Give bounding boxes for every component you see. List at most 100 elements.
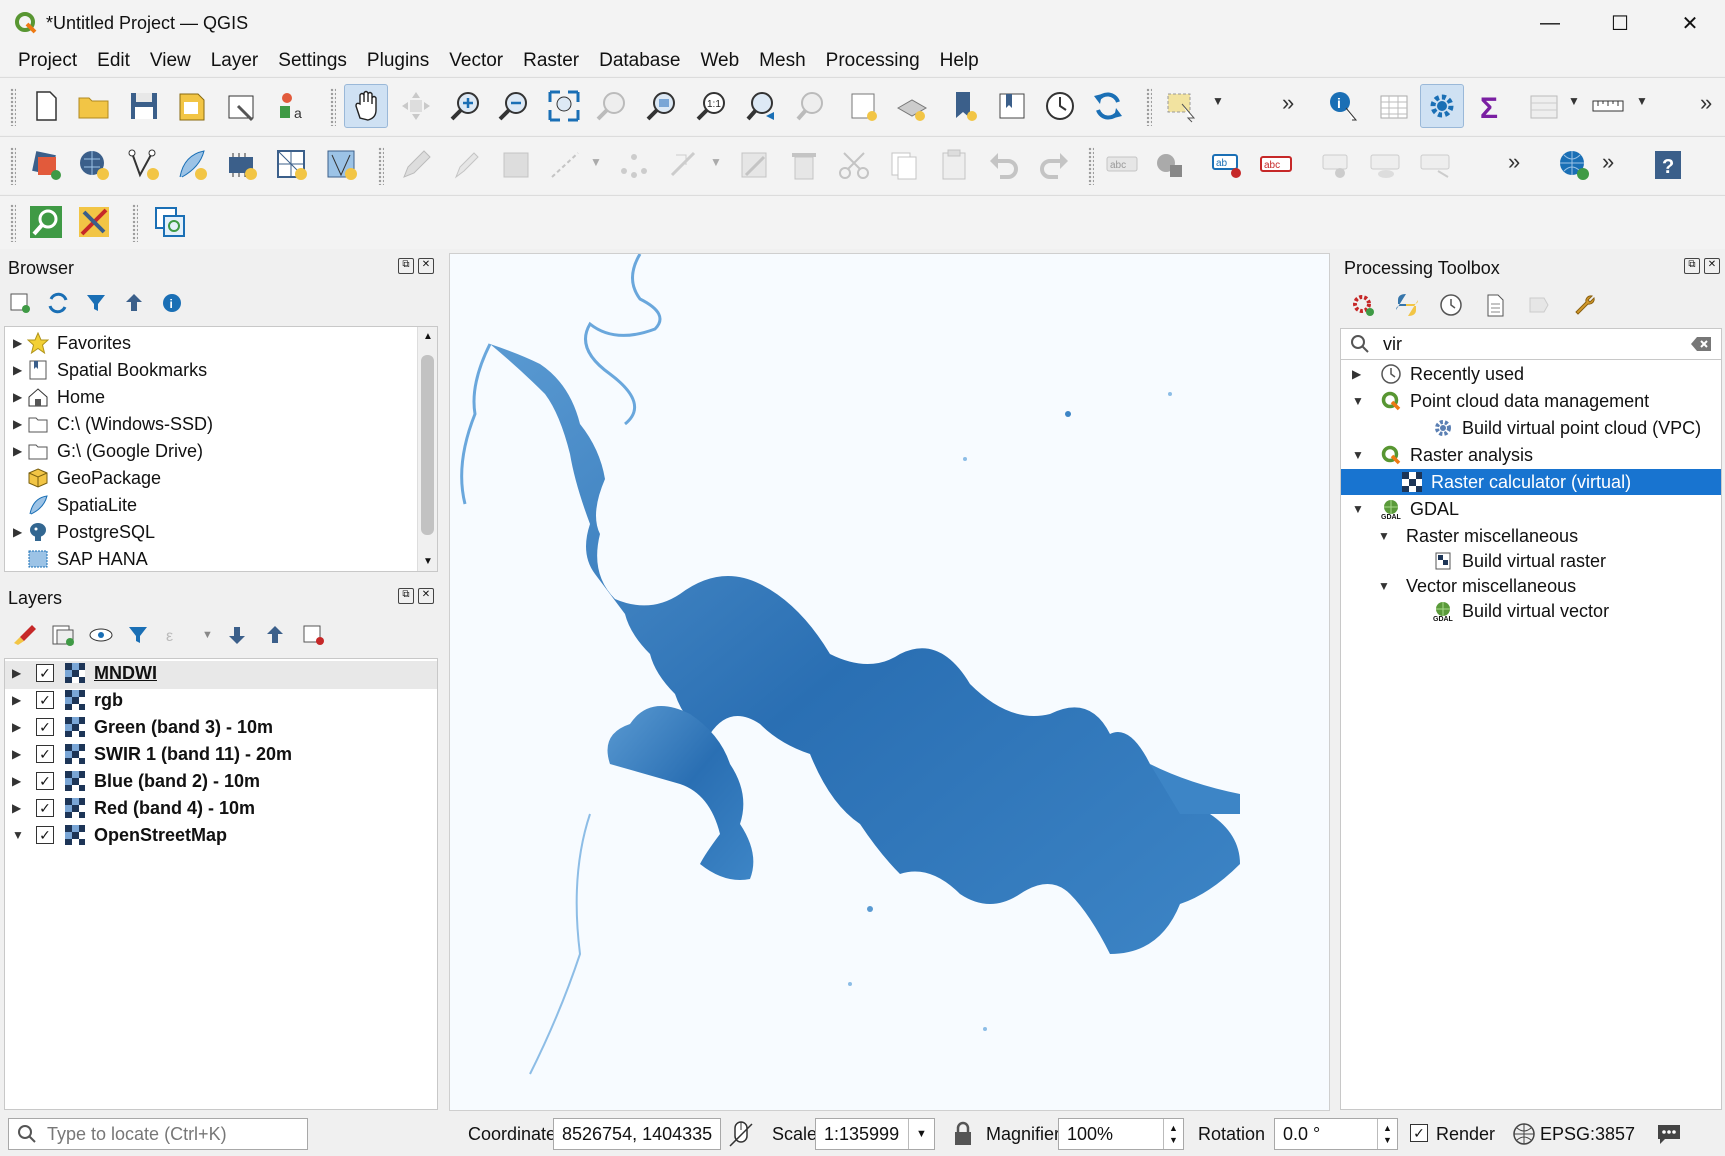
expand-arrow-icon[interactable]: ▶	[12, 747, 22, 761]
menu-plugins[interactable]: Plugins	[366, 50, 430, 71]
toolbox-search-box[interactable]: vir	[1340, 328, 1722, 360]
browser-item-postgresql[interactable]: ▶ PostgreSQL	[13, 521, 156, 542]
layer-labeling-button[interactable]: abc	[1100, 143, 1144, 187]
close-panel-icon[interactable]: ✕	[418, 588, 434, 604]
move-label-button[interactable]	[1414, 143, 1458, 187]
layer-row[interactable]: ▶ ✓ SWIR 1 (band 11) - 20m	[12, 741, 292, 767]
collapse-arrow-icon[interactable]: ▼	[1378, 529, 1390, 543]
new-temporary-layer-button[interactable]	[320, 143, 364, 187]
toolbar-grip[interactable]	[132, 204, 138, 242]
collapse-arrow-icon[interactable]: ▼	[1352, 448, 1364, 462]
menu-view[interactable]: View	[149, 50, 191, 71]
collapse-arrow-icon[interactable]: ▼	[1352, 502, 1364, 516]
new-map-view-button[interactable]	[842, 84, 886, 128]
toolbar-overflow-3[interactable]: »	[1508, 149, 1521, 174]
models-gear-icon[interactable]	[1350, 292, 1376, 318]
layer-row[interactable]: ▶ ✓ Green (band 3) - 10m	[12, 714, 273, 740]
layer-visibility-checkbox[interactable]: ✓	[36, 664, 54, 682]
attribute-table-button[interactable]	[1372, 84, 1416, 128]
collapse-arrow-icon[interactable]: ▼	[1378, 579, 1390, 593]
browser-item-g-drive[interactable]: ▶ G:\ (Google Drive)	[13, 440, 204, 461]
help-button[interactable]: ?	[1646, 143, 1690, 187]
refresh-icon[interactable]	[46, 291, 70, 315]
layer-row[interactable]: ▼ ✓ OpenStreetMap	[12, 822, 227, 848]
collapse-all-icon[interactable]	[263, 623, 289, 647]
zoom-last-button[interactable]	[740, 84, 784, 128]
collapse-arrow-icon[interactable]: ▼	[12, 828, 24, 842]
current-edits-button[interactable]	[444, 143, 488, 187]
expand-arrow-icon[interactable]: ▶	[12, 774, 22, 788]
eye-icon[interactable]	[88, 623, 114, 647]
processing-toolbox-button[interactable]	[1420, 84, 1464, 128]
zoom-to-layer-button[interactable]	[640, 84, 684, 128]
toolbox-algorithm-row[interactable]: Build virtual raster	[1406, 548, 1606, 574]
float-panel-icon[interactable]: ⧉	[398, 588, 414, 604]
layer-row[interactable]: ▶ ✓ Red (band 4) - 10m	[12, 795, 255, 821]
toolbar-grip[interactable]	[378, 147, 384, 185]
crs-label[interactable]: EPSG:3857	[1540, 1124, 1636, 1144]
crs-globe-icon[interactable]	[1512, 1122, 1536, 1146]
toolbar-overflow-2[interactable]: »	[1700, 90, 1713, 115]
modify-attributes-button[interactable]	[662, 143, 706, 187]
new-bookmark-button[interactable]	[942, 84, 986, 128]
remove-layer-icon[interactable]	[301, 623, 327, 647]
scale-field[interactable]: 1:135999 ▼	[815, 1118, 935, 1150]
pan-map-button[interactable]	[344, 84, 388, 128]
plugin-tool-button[interactable]	[148, 200, 192, 244]
maximize-button[interactable]: ☐	[1611, 12, 1629, 35]
expression-dropdown-arrow[interactable]: ▼	[202, 629, 213, 641]
toolbar-grip[interactable]	[10, 147, 16, 185]
expand-arrow-icon[interactable]: ▶	[12, 720, 22, 734]
refresh-button[interactable]	[1086, 84, 1130, 128]
new-project-button[interactable]	[24, 84, 68, 128]
save-project-button[interactable]	[122, 84, 166, 128]
toolbox-algorithm-row[interactable]: Build virtual point cloud (VPC)	[1378, 415, 1701, 441]
float-panel-icon[interactable]: ⧉	[1684, 258, 1700, 274]
mouse-coordinate-toggle-icon[interactable]	[728, 1120, 754, 1148]
unplaced-labels-button[interactable]: abc	[1254, 143, 1298, 187]
zoom-in-button[interactable]	[444, 84, 488, 128]
edit-features-in-place-icon[interactable]	[1526, 292, 1552, 318]
toolbox-group-row[interactable]: ▶ Recently used	[1352, 361, 1524, 387]
lock-scale-icon[interactable]	[952, 1120, 974, 1148]
clear-search-icon[interactable]	[1689, 335, 1713, 353]
zoom-full-button[interactable]	[542, 84, 586, 128]
select-dropdown-arrow[interactable]: ▼	[1212, 94, 1224, 108]
zoom-to-selection-button[interactable]	[590, 84, 634, 128]
toolbox-subgroup-row[interactable]: ▼ Raster miscellaneous	[1378, 523, 1578, 549]
minimize-button[interactable]: —	[1540, 11, 1560, 34]
new-virtual-layer-button[interactable]	[220, 143, 264, 187]
pin-labels-button[interactable]	[1316, 143, 1360, 187]
menu-vector[interactable]: Vector	[449, 50, 504, 71]
browser-item-favorites[interactable]: ▶ Favorites	[13, 331, 132, 355]
map-canvas[interactable]	[449, 253, 1330, 1111]
toolbox-subgroup-row[interactable]: ▼ Vector miscellaneous	[1378, 573, 1576, 599]
layer-visibility-checkbox[interactable]: ✓	[36, 772, 54, 790]
zoom-next-button[interactable]	[790, 84, 834, 128]
toolbar-overflow-4[interactable]: »	[1602, 149, 1615, 174]
toolbar-grip[interactable]	[1088, 147, 1094, 185]
toggle-editing-button[interactable]	[394, 143, 438, 187]
new-geopackage-layer-button[interactable]	[72, 143, 116, 187]
layer-visibility-checkbox[interactable]: ✓	[36, 691, 54, 709]
history-clock-icon[interactable]	[1438, 292, 1464, 318]
browser-item-home[interactable]: ▶ Home	[13, 386, 106, 407]
browser-item-spatialite[interactable]: SpatiaLite	[13, 492, 137, 518]
locator-search-button[interactable]	[24, 200, 68, 244]
toolbox-algorithm-row[interactable]: Raster calculator (virtual)	[1341, 469, 1721, 495]
copy-features-button[interactable]	[882, 143, 926, 187]
new-spatialite-layer-button[interactable]	[170, 143, 214, 187]
results-viewer-icon[interactable]	[1482, 292, 1508, 318]
python-plugin-button[interactable]	[72, 200, 116, 244]
layer-visibility-checkbox[interactable]: ✓	[36, 826, 54, 844]
layer-row[interactable]: ▶ ✓ Blue (band 2) - 10m	[12, 768, 260, 794]
menu-database[interactable]: Database	[599, 50, 681, 71]
new-print-layout-button[interactable]	[170, 84, 214, 128]
browser-item-sap-hana[interactable]: SAP HANA	[13, 546, 148, 572]
menu-project[interactable]: Project	[18, 50, 78, 71]
toolbox-group-row[interactable]: ▼ Raster analysis	[1352, 442, 1533, 468]
new-3d-map-button[interactable]	[890, 84, 934, 128]
info-icon[interactable]: i	[160, 291, 184, 315]
layer-visibility-checkbox[interactable]: ✓	[36, 745, 54, 763]
coordinate-field[interactable]: 8526754, 1404335	[553, 1118, 721, 1150]
